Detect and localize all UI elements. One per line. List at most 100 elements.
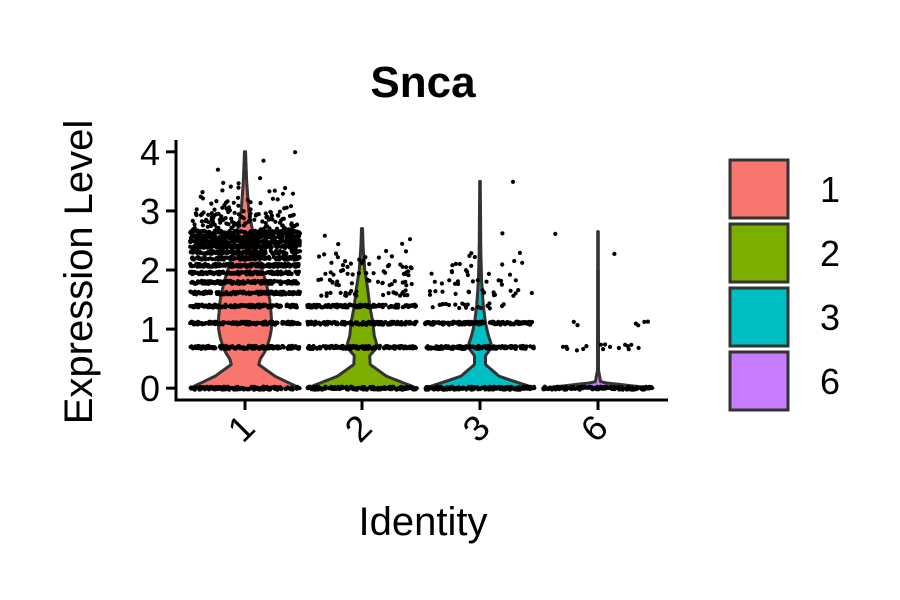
- data-point: [405, 293, 410, 298]
- data-point: [607, 344, 613, 349]
- data-point: [257, 346, 262, 351]
- data-point: [191, 250, 196, 255]
- data-point: [248, 211, 253, 216]
- data-point: [429, 345, 434, 350]
- data-point: [245, 197, 250, 202]
- data-point: [206, 345, 212, 350]
- data-point: [320, 305, 325, 310]
- violin-group-6: [541, 230, 655, 390]
- data-point: [437, 302, 442, 307]
- data-point: [457, 305, 462, 311]
- data-point: [286, 227, 291, 232]
- data-point: [465, 302, 470, 307]
- data-point: [427, 289, 432, 294]
- data-point: [201, 245, 206, 250]
- data-point: [221, 262, 226, 267]
- data-point: [195, 228, 200, 233]
- data-point: [283, 264, 288, 269]
- data-point: [248, 207, 253, 212]
- data-point: [574, 348, 580, 353]
- data-point: [518, 346, 524, 351]
- data-point: [279, 229, 284, 234]
- data-point: [297, 231, 302, 236]
- data-point: [531, 345, 536, 350]
- data-point: [409, 281, 414, 287]
- data-point: [377, 346, 382, 351]
- data-point: [308, 385, 313, 390]
- data-point: [206, 234, 211, 239]
- data-point: [385, 385, 390, 391]
- data-point: [472, 321, 477, 326]
- data-point: [188, 289, 193, 294]
- data-point: [408, 265, 413, 270]
- data-point: [305, 303, 310, 308]
- data-point: [220, 249, 225, 254]
- data-point: [285, 257, 290, 262]
- data-point: [194, 207, 199, 212]
- data-point: [291, 304, 297, 309]
- data-point: [190, 304, 195, 309]
- data-point: [389, 282, 394, 287]
- data-point: [336, 242, 341, 247]
- data-point: [331, 272, 336, 277]
- data-point: [232, 210, 237, 215]
- data-point: [257, 263, 262, 268]
- data-point: [408, 303, 414, 308]
- data-point: [564, 344, 569, 350]
- data-point: [217, 264, 222, 269]
- data-point: [291, 230, 296, 235]
- data-point: [367, 344, 372, 349]
- data-point: [206, 239, 211, 244]
- data-point: [236, 235, 241, 240]
- data-point: [253, 251, 258, 256]
- data-point: [343, 259, 348, 264]
- data-point: [256, 212, 261, 217]
- data-point: [284, 236, 290, 241]
- data-point: [426, 387, 431, 392]
- data-point: [603, 342, 608, 347]
- data-point: [207, 303, 212, 308]
- data-point: [523, 384, 528, 389]
- data-point: [217, 303, 222, 308]
- data-point: [192, 222, 197, 227]
- data-point: [466, 386, 471, 391]
- data-point: [478, 386, 483, 392]
- data-point: [278, 264, 283, 269]
- data-point: [363, 255, 368, 260]
- data-point: [290, 191, 296, 196]
- data-point: [205, 224, 210, 229]
- data-point: [248, 320, 253, 325]
- data-point: [252, 281, 258, 286]
- data-point: [192, 387, 197, 392]
- data-point: [648, 385, 653, 391]
- data-point: [200, 321, 205, 326]
- data-point: [551, 386, 556, 391]
- data-point: [375, 279, 381, 284]
- data-point: [362, 344, 367, 349]
- data-point: [234, 304, 239, 309]
- data-point: [281, 344, 286, 349]
- data-point: [236, 185, 241, 190]
- data-point: [377, 302, 382, 307]
- data-point: [469, 321, 474, 326]
- data-point: [356, 346, 361, 351]
- legend-key-6: [728, 350, 790, 412]
- data-point: [258, 386, 263, 391]
- data-point: [364, 322, 369, 327]
- data-point: [429, 271, 434, 276]
- data-point: [198, 271, 203, 276]
- data-point: [357, 257, 362, 262]
- data-point: [229, 281, 234, 286]
- data-point: [236, 345, 241, 350]
- data-point: [282, 239, 288, 244]
- legend-label: 2: [820, 233, 840, 274]
- data-point: [322, 321, 327, 326]
- data-point: [291, 263, 296, 268]
- data-point: [276, 303, 281, 308]
- data-point: [212, 229, 217, 234]
- data-point: [530, 319, 535, 325]
- data-point: [248, 280, 254, 285]
- data-point: [394, 387, 399, 392]
- data-point: [240, 256, 245, 261]
